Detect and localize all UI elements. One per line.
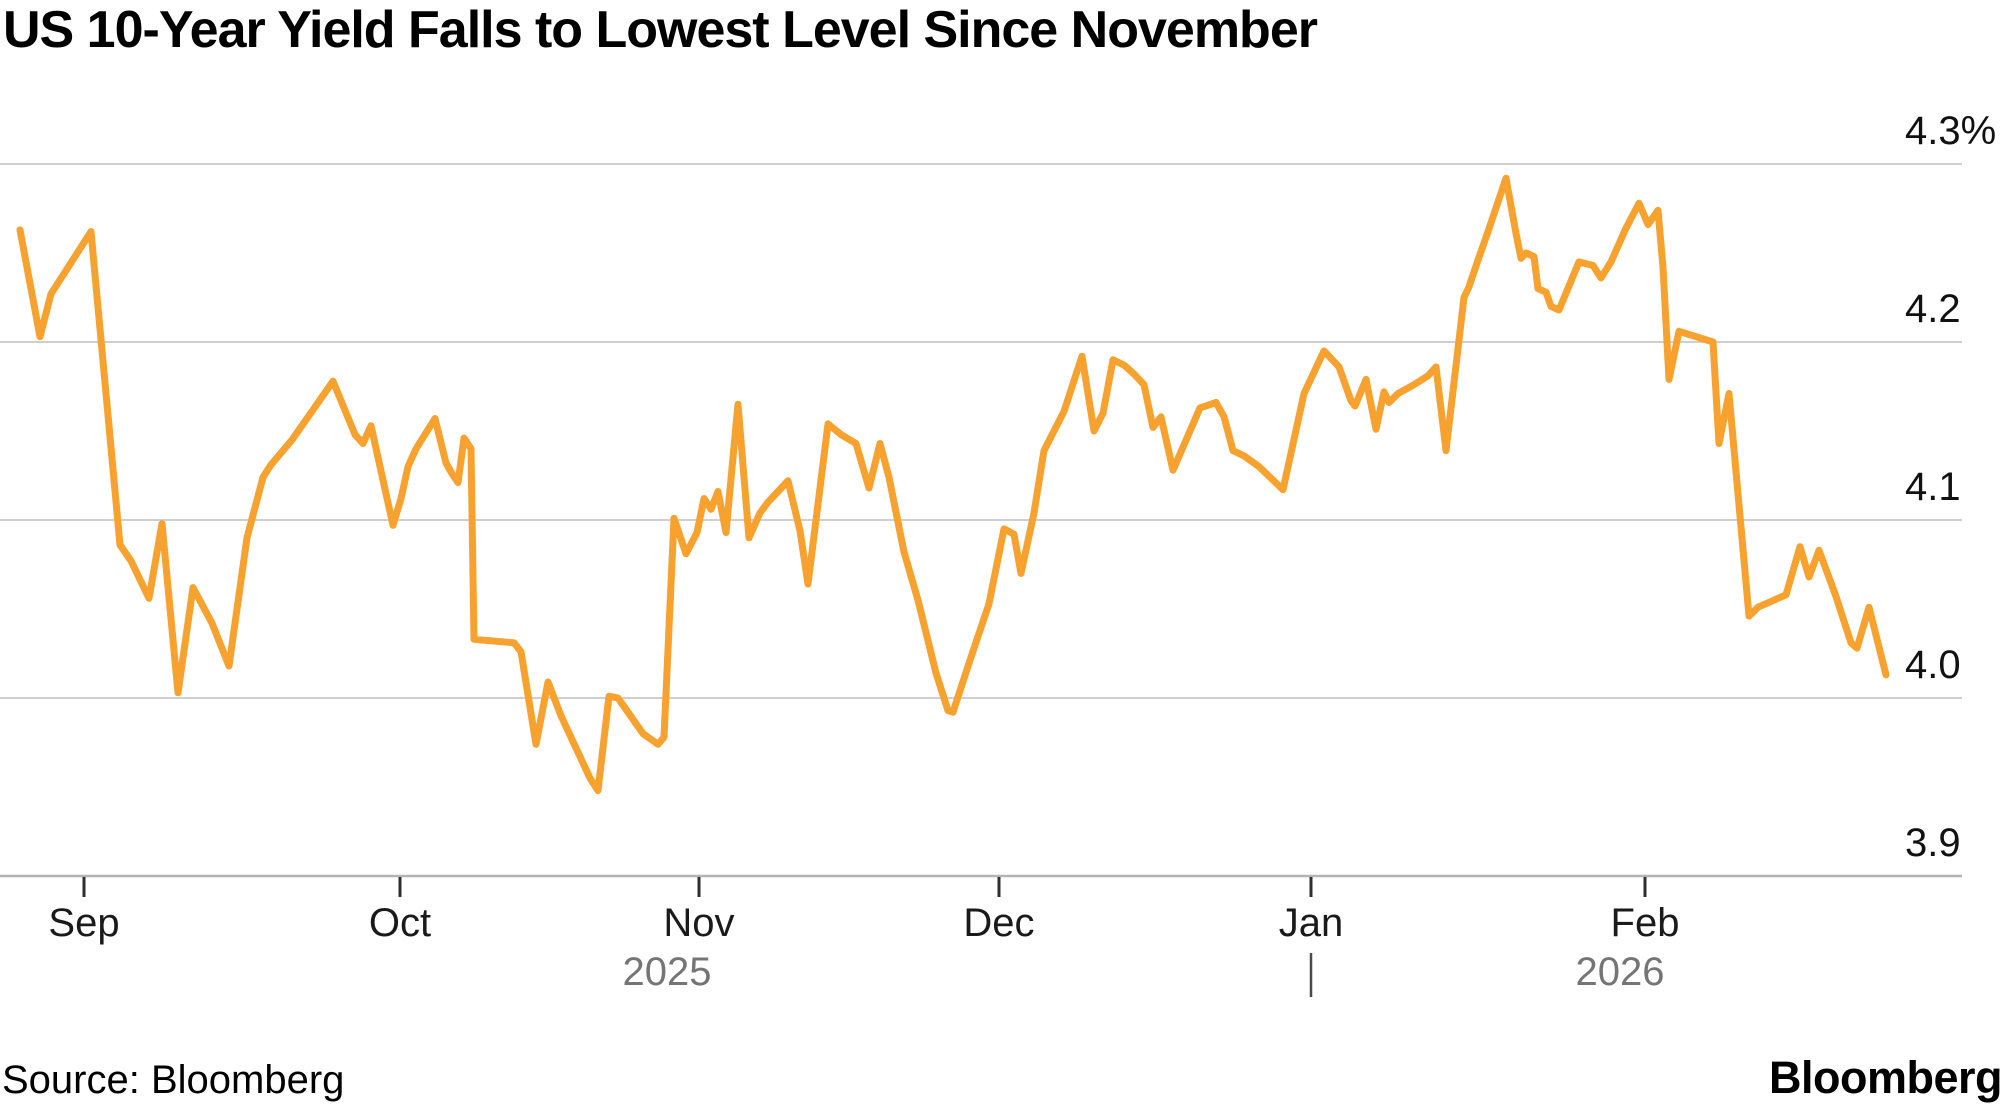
y-axis-label-4.0: 4.0 [1905,643,1961,687]
source-credit: Source: Bloomberg [2,1058,345,1102]
month-label-Feb: Feb [1610,901,1680,945]
y-axis-label-4.2: 4.2 [1905,287,1961,331]
month-label-Jan: Jan [1278,901,1344,945]
chart-title: US 10-Year Yield Falls to Lowest Level S… [3,1,1318,59]
y-axis-label-3.9: 3.9 [1905,821,1961,865]
month-label-Oct: Oct [368,901,432,945]
year-label-2025: 2025 [622,950,712,994]
bloomberg-logo: Bloomberg [1768,1052,2000,1103]
yield-line-series [16,174,1890,795]
year-label-2026: 2026 [1575,950,1665,994]
month-label-Nov: Nov [663,901,735,945]
y-axis-label-4.3: 4.3% [1905,109,1997,153]
month-label-Dec: Dec [963,901,1035,945]
y-axis-label-4.1: 4.1 [1905,465,1961,509]
month-label-Sep: Sep [48,901,120,945]
